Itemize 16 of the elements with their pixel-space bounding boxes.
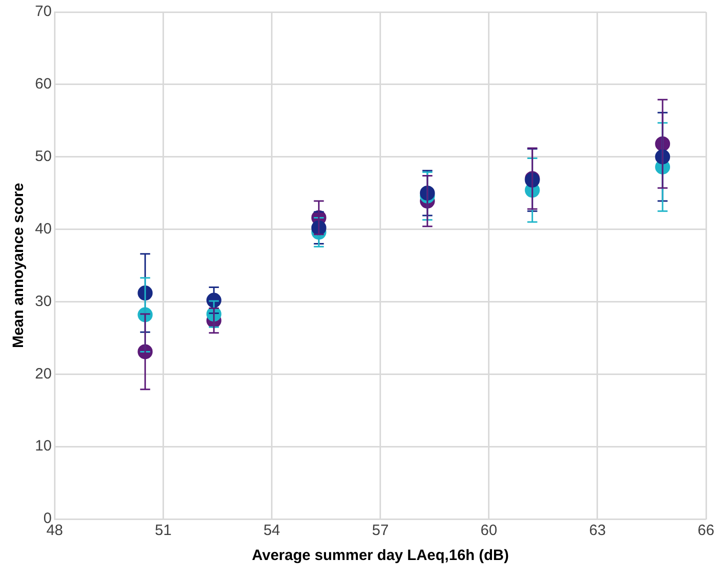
y-tick-label: 40	[34, 220, 52, 238]
x-axis-title: Average summer day LAeq,16h (dB)	[252, 547, 509, 564]
x-tick-label: 66	[698, 522, 714, 540]
y-tick-label: 10	[34, 438, 52, 455]
y-tick-label: 30	[34, 292, 52, 310]
y-tick-label: 70	[34, 3, 52, 20]
x-tick-label: 51	[154, 522, 172, 540]
x-tick-label: 63	[589, 522, 606, 540]
x-tick-label: 54	[263, 522, 280, 540]
x-tick-label: 48	[46, 522, 64, 540]
x-tick-label: 60	[480, 522, 498, 540]
y-tick-label: 60	[34, 76, 52, 93]
y-tick-label: 50	[34, 148, 52, 165]
y-tick-label: 20	[34, 365, 52, 382]
y-axis-title: Mean annoyance score	[10, 182, 28, 348]
x-tick-label: 57	[372, 522, 389, 540]
